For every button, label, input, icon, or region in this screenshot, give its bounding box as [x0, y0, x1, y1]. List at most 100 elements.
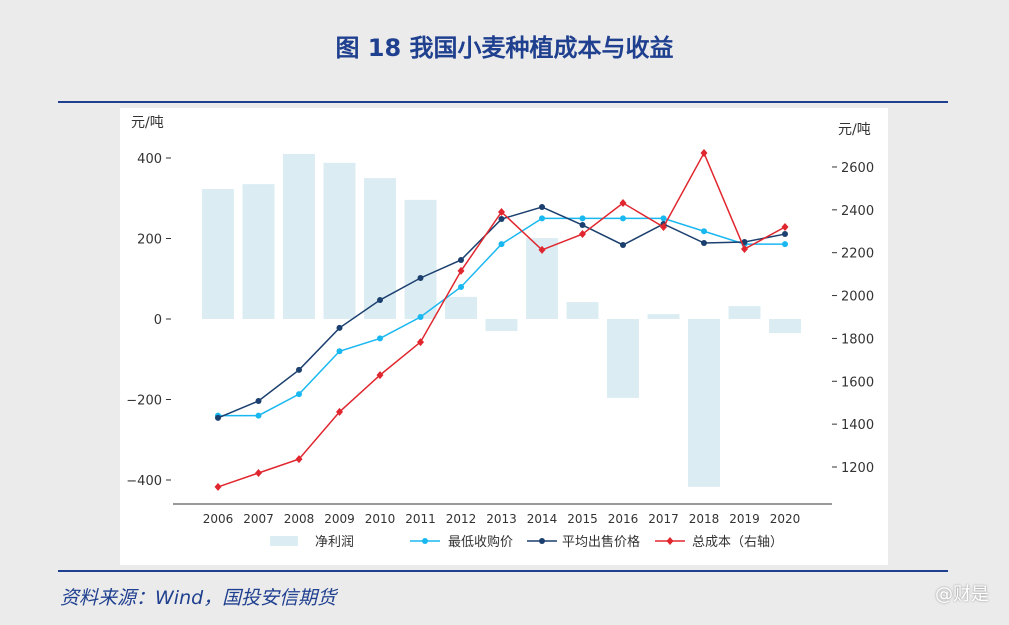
point-1-2011 — [417, 274, 424, 281]
left-axis-label: 元/吨 — [131, 115, 164, 131]
point-0-2016 — [620, 215, 626, 222]
watermark: @财是 — [935, 584, 989, 605]
left-tick-label: 0 — [154, 313, 162, 328]
point-1-2020 — [782, 231, 788, 238]
right-tick-label: 2000 — [841, 290, 874, 305]
right-tick-label: 1800 — [841, 332, 874, 347]
bar-2008 — [283, 153, 315, 319]
bottom-divider — [58, 570, 948, 572]
right-tick-label: 2400 — [841, 204, 874, 219]
point-0-2018 — [701, 228, 707, 235]
legend-marker — [422, 538, 428, 544]
point-0-2017 — [660, 215, 667, 222]
point-0-2015 — [579, 215, 586, 222]
x-tick-label: 2007 — [243, 512, 274, 526]
top-divider — [58, 101, 948, 103]
page-title: 图 18 我国小麦种植成本与收益 — [335, 34, 674, 62]
bar-2016 — [607, 319, 639, 398]
x-tick-label: 2015 — [567, 512, 598, 526]
bar-2012 — [445, 296, 477, 319]
x-tick-label: 2011 — [405, 512, 436, 526]
point-2-2020 — [781, 222, 789, 231]
point-2-2007 — [255, 469, 262, 478]
point-1-2012 — [458, 256, 464, 263]
x-tick-label: 2020 — [770, 512, 801, 526]
legend-marker — [539, 538, 545, 544]
x-tick-label: 2012 — [446, 512, 477, 526]
left-tick-label: 400 — [137, 152, 162, 167]
x-tick-label: 2008 — [284, 512, 315, 526]
point-2-2016 — [619, 198, 627, 207]
point-2-2019 — [741, 245, 748, 254]
bar-2011 — [404, 199, 437, 319]
x-tick-label: 2006 — [203, 512, 234, 526]
right-tick-label: 2200 — [841, 247, 874, 262]
point-1-2007 — [255, 397, 262, 404]
legend-label: 总成本（右轴） — [692, 535, 783, 550]
point-2-2011 — [417, 338, 424, 347]
legend-marker — [666, 537, 674, 545]
x-tick-label: 2014 — [527, 512, 558, 526]
bar-2013 — [485, 319, 518, 332]
point-2-2014 — [538, 245, 546, 254]
bar-2009 — [323, 162, 356, 319]
point-1-2019 — [741, 238, 748, 245]
left-tick-label: −200 — [126, 394, 162, 409]
x-tick-label: 2017 — [648, 512, 679, 526]
right-axis-label: 元/吨 — [838, 122, 871, 138]
point-1-2008 — [296, 366, 302, 373]
point-1-2006 — [215, 414, 221, 421]
point-2-2009 — [336, 407, 343, 416]
source-note: 资料来源：Wind，国投安信期货 — [60, 587, 337, 609]
right-tick-label: 1400 — [841, 418, 874, 433]
point-2-2010 — [376, 371, 384, 380]
x-tick-label: 2009 — [324, 512, 355, 526]
legend-label: 平均出售价格 — [562, 534, 640, 550]
x-tick-label: 2013 — [486, 512, 517, 526]
point-2-2017 — [660, 222, 667, 231]
point-0-2020 — [782, 241, 788, 248]
point-1-2016 — [620, 241, 626, 248]
point-1-2014 — [539, 204, 545, 211]
legend-label: 最低收购价 — [448, 534, 513, 550]
point-2-2015 — [579, 230, 586, 239]
bar-2010 — [364, 178, 396, 319]
point-1-2009 — [336, 324, 343, 331]
bar-2015 — [566, 302, 599, 319]
right-tick-label: 1600 — [841, 375, 874, 390]
x-tick-label: 2018 — [689, 512, 720, 526]
bar-2007 — [242, 184, 275, 319]
point-0-2009 — [336, 348, 343, 355]
bar-2019 — [728, 306, 761, 319]
right-tick-label: 2600 — [841, 161, 874, 176]
legend-label: 净利润 — [315, 535, 354, 550]
bar-2018 — [688, 319, 720, 487]
point-0-2008 — [296, 391, 302, 398]
right-tick-label: 1200 — [841, 461, 874, 476]
point-2-2018 — [700, 149, 708, 158]
x-tick-label: 2019 — [729, 512, 760, 526]
left-tick-label: −400 — [126, 474, 162, 489]
point-0-2010 — [377, 335, 383, 342]
point-0-2014 — [539, 215, 545, 222]
point-0-2011 — [417, 313, 424, 320]
bar-2006 — [202, 188, 234, 319]
point-1-2010 — [377, 297, 383, 304]
point-2-2008 — [295, 455, 303, 464]
point-2-2013 — [498, 207, 505, 216]
point-2-2006 — [214, 482, 222, 491]
point-2-2012 — [457, 266, 465, 275]
x-tick-label: 2010 — [365, 512, 396, 526]
left-tick-label: 200 — [137, 233, 162, 248]
point-0-2012 — [458, 283, 464, 290]
bar-2020 — [769, 319, 801, 334]
point-1-2015 — [579, 222, 586, 229]
point-1-2013 — [498, 216, 505, 223]
point-0-2007 — [255, 412, 262, 419]
point-0-2013 — [498, 241, 505, 248]
point-1-2018 — [701, 240, 707, 247]
legend-swatch-bar — [270, 536, 298, 546]
bar-2017 — [647, 314, 680, 319]
x-tick-label: 2016 — [608, 512, 639, 526]
